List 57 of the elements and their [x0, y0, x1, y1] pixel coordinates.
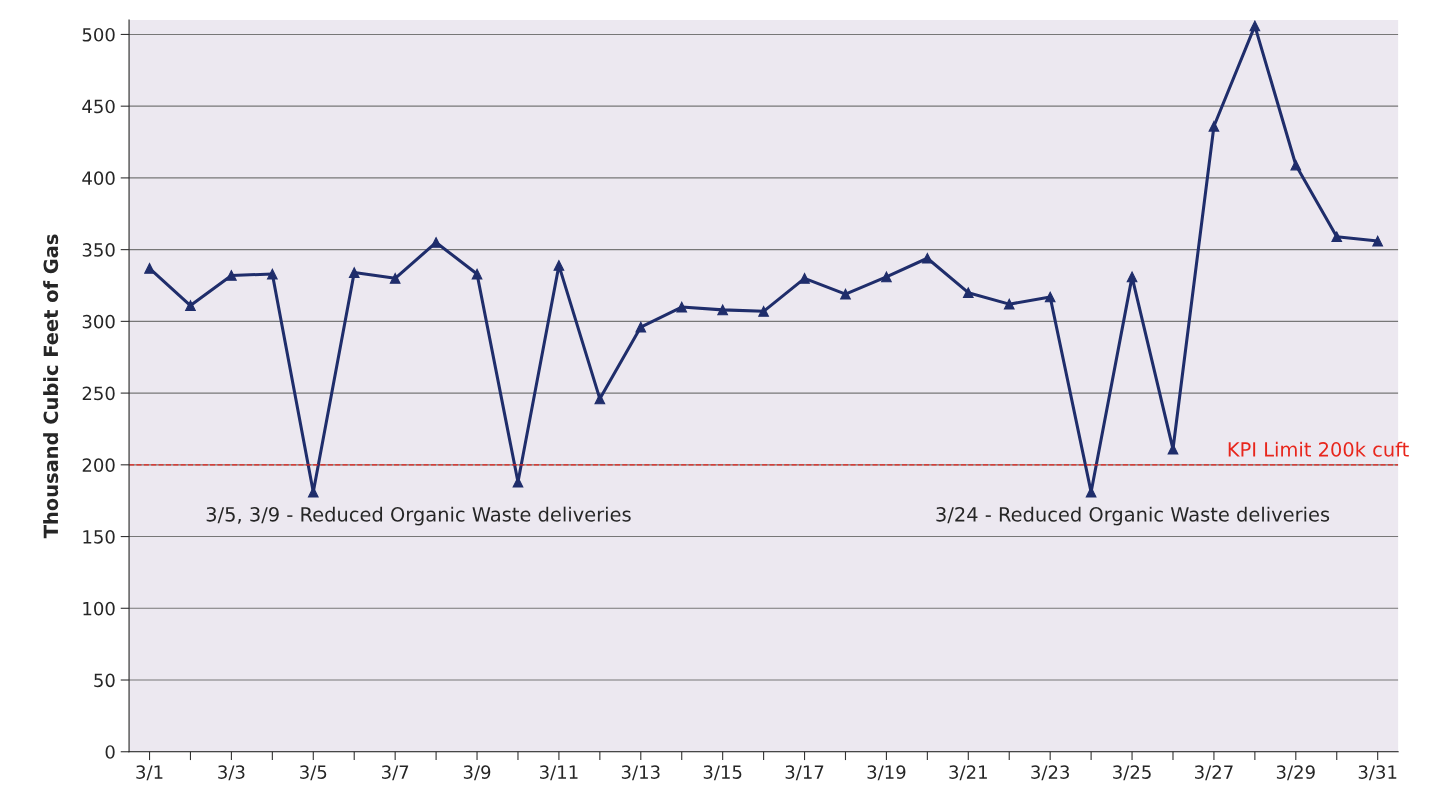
x-tick-label: 3/21 [949, 765, 987, 781]
point [1331, 231, 1343, 243]
y-tick-label: 250 [82, 386, 115, 401]
point [881, 271, 892, 283]
x-tick-label: 3/11 [540, 765, 578, 781]
point [389, 272, 401, 284]
point [635, 321, 647, 333]
point [962, 287, 974, 299]
point [471, 268, 483, 280]
point [553, 260, 565, 271]
x-tick-label: 3/27 [1195, 765, 1233, 781]
y-tick-label: 50 [94, 673, 115, 688]
x-tick-label: 3/9 [463, 765, 491, 781]
y-tick-label: 150 [83, 530, 115, 544]
y-tick-label: 200 [82, 458, 115, 472]
y-tick-label: 300 [82, 314, 115, 329]
annotation: 3/24 - Reduced Organic Waste deliveries [936, 506, 1330, 526]
y-tick-label: 0 [105, 745, 115, 759]
point [758, 305, 769, 317]
x-tick-label: 3/25 [1113, 765, 1151, 781]
annotation: 3/5, 3/9 - Reduced Organic Waste deliveries [206, 506, 631, 526]
x-tick-label: 3/13 [621, 765, 660, 781]
x-tick-label: 3/5 [300, 765, 327, 781]
point [1003, 298, 1015, 310]
point [1290, 159, 1302, 171]
x-tick-label: 3/7 [382, 765, 409, 781]
x-tick-label: 3/17 [785, 765, 824, 781]
point [1249, 20, 1261, 32]
point [840, 288, 851, 300]
point [144, 262, 155, 274]
y-tick-label: 100 [83, 601, 115, 616]
point [266, 268, 278, 280]
point [226, 270, 237, 281]
point [1208, 120, 1220, 132]
y-tick-label: 350 [82, 243, 115, 257]
y-tick-label: 400 [82, 171, 115, 186]
point [185, 300, 196, 311]
y-tick-label: 450 [82, 99, 115, 114]
y-axis-title: Thousand Cubic Feet of Gas [43, 234, 59, 539]
ref-line-label: KPI Limit 200k cuft [1228, 441, 1409, 457]
point [921, 252, 933, 264]
x-tick-label: 3/31 [1358, 765, 1397, 781]
point [1372, 235, 1384, 247]
point [594, 393, 606, 405]
y-tick-label: 500 [82, 27, 115, 42]
x-tick-label: 3/19 [867, 765, 906, 781]
x-tick-label: 3/29 [1276, 765, 1315, 781]
point [1126, 271, 1138, 283]
point [799, 272, 810, 284]
point [348, 267, 360, 278]
point [1044, 291, 1056, 303]
x-tick-label: 3/1 [136, 765, 163, 781]
x-tick-label: 3/3 [218, 765, 245, 781]
point [676, 301, 688, 313]
x-tick-label: 3/23 [1031, 765, 1069, 781]
x-tick-label: 3/15 [703, 765, 742, 781]
point [717, 304, 729, 316]
